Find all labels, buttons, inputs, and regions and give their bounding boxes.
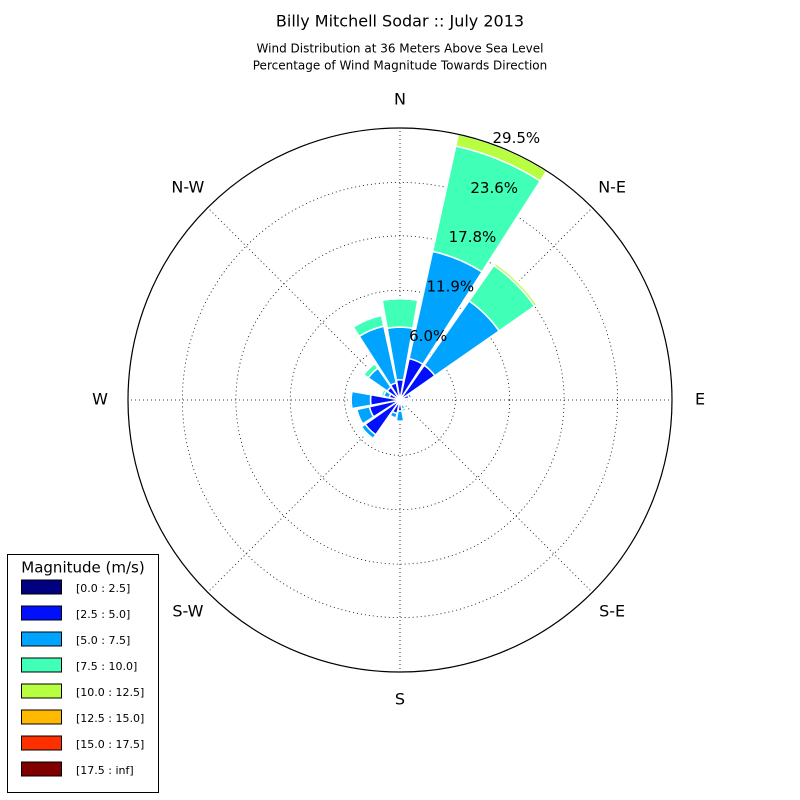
legend-title: Magnitude (m/s) [21,559,144,577]
wind-bar [404,400,407,404]
wind-bar [402,409,407,413]
legend-label: [7.5 : 10.0] [76,660,137,673]
wind-bar [409,393,413,398]
r-tick-label: 29.5% [492,129,540,147]
chart-subtitle: Percentage of Wind Magnitude Towards Dir… [253,59,547,73]
wind-bar [359,427,373,441]
r-tick-label: 23.6% [470,179,518,197]
legend: Magnitude (m/s) [0.0 : 2.5] [2.5 : 5.0] [5… [7,554,159,793]
direction-label: S-E [599,602,625,621]
legend-label: [0.0 : 2.5] [76,582,130,595]
radial-grid-line [181,181,619,619]
legend-label: [5.0 : 7.5] [76,634,130,647]
legend-swatch [21,579,62,595]
legend-label: [15.0 : 17.5] [76,738,144,751]
chart-title: Billy Mitchell Sodar :: July 2013 [276,12,524,31]
legend-swatch [21,709,62,725]
legend-label: [17.5 : inf] [76,764,134,777]
direction-label: N-E [598,177,626,196]
legend-label: [2.5 : 5.0] [76,608,130,621]
angle-grid-line [207,399,401,593]
wind-bar [381,297,419,330]
wind-bar [363,363,376,376]
direction-label: N [394,90,406,109]
plot-area: N N-E E S-E S S-W W N-W 6.0% 11.9% 17.8% 23.6% 29.5% [92,90,705,709]
angle-grid-line [399,399,593,593]
legend-swatch [21,761,62,777]
legend-swatch [21,605,62,621]
direction-label: N-W [171,177,204,196]
legend-swatch [21,631,62,647]
wind-bar [380,389,385,397]
wind-bar [350,390,372,410]
wind-bar [348,390,351,410]
chart-subtitle: Wind Distribution at 36 Meters Above Sea… [257,42,544,56]
wind-bar [389,415,397,420]
legend-label: [12.5 : 15.0] [76,712,144,725]
direction-label: W [92,390,108,409]
outer-frame [127,127,673,673]
r-tick-label: 17.8% [449,228,497,246]
legend-swatch [21,735,62,751]
legend-label: [10.0 : 12.5] [76,686,144,699]
radial-grid-line [289,289,511,511]
angle-grid-line [207,207,401,401]
direction-label: S [395,690,405,709]
radial-grid-line [235,235,565,565]
direction-label: E [695,390,705,409]
r-tick-label: 11.9% [426,277,474,295]
legend-swatch [21,657,62,673]
legend-swatch [21,683,62,699]
r-tick-label: 6.0% [409,327,447,345]
direction-label: S-W [172,602,203,621]
